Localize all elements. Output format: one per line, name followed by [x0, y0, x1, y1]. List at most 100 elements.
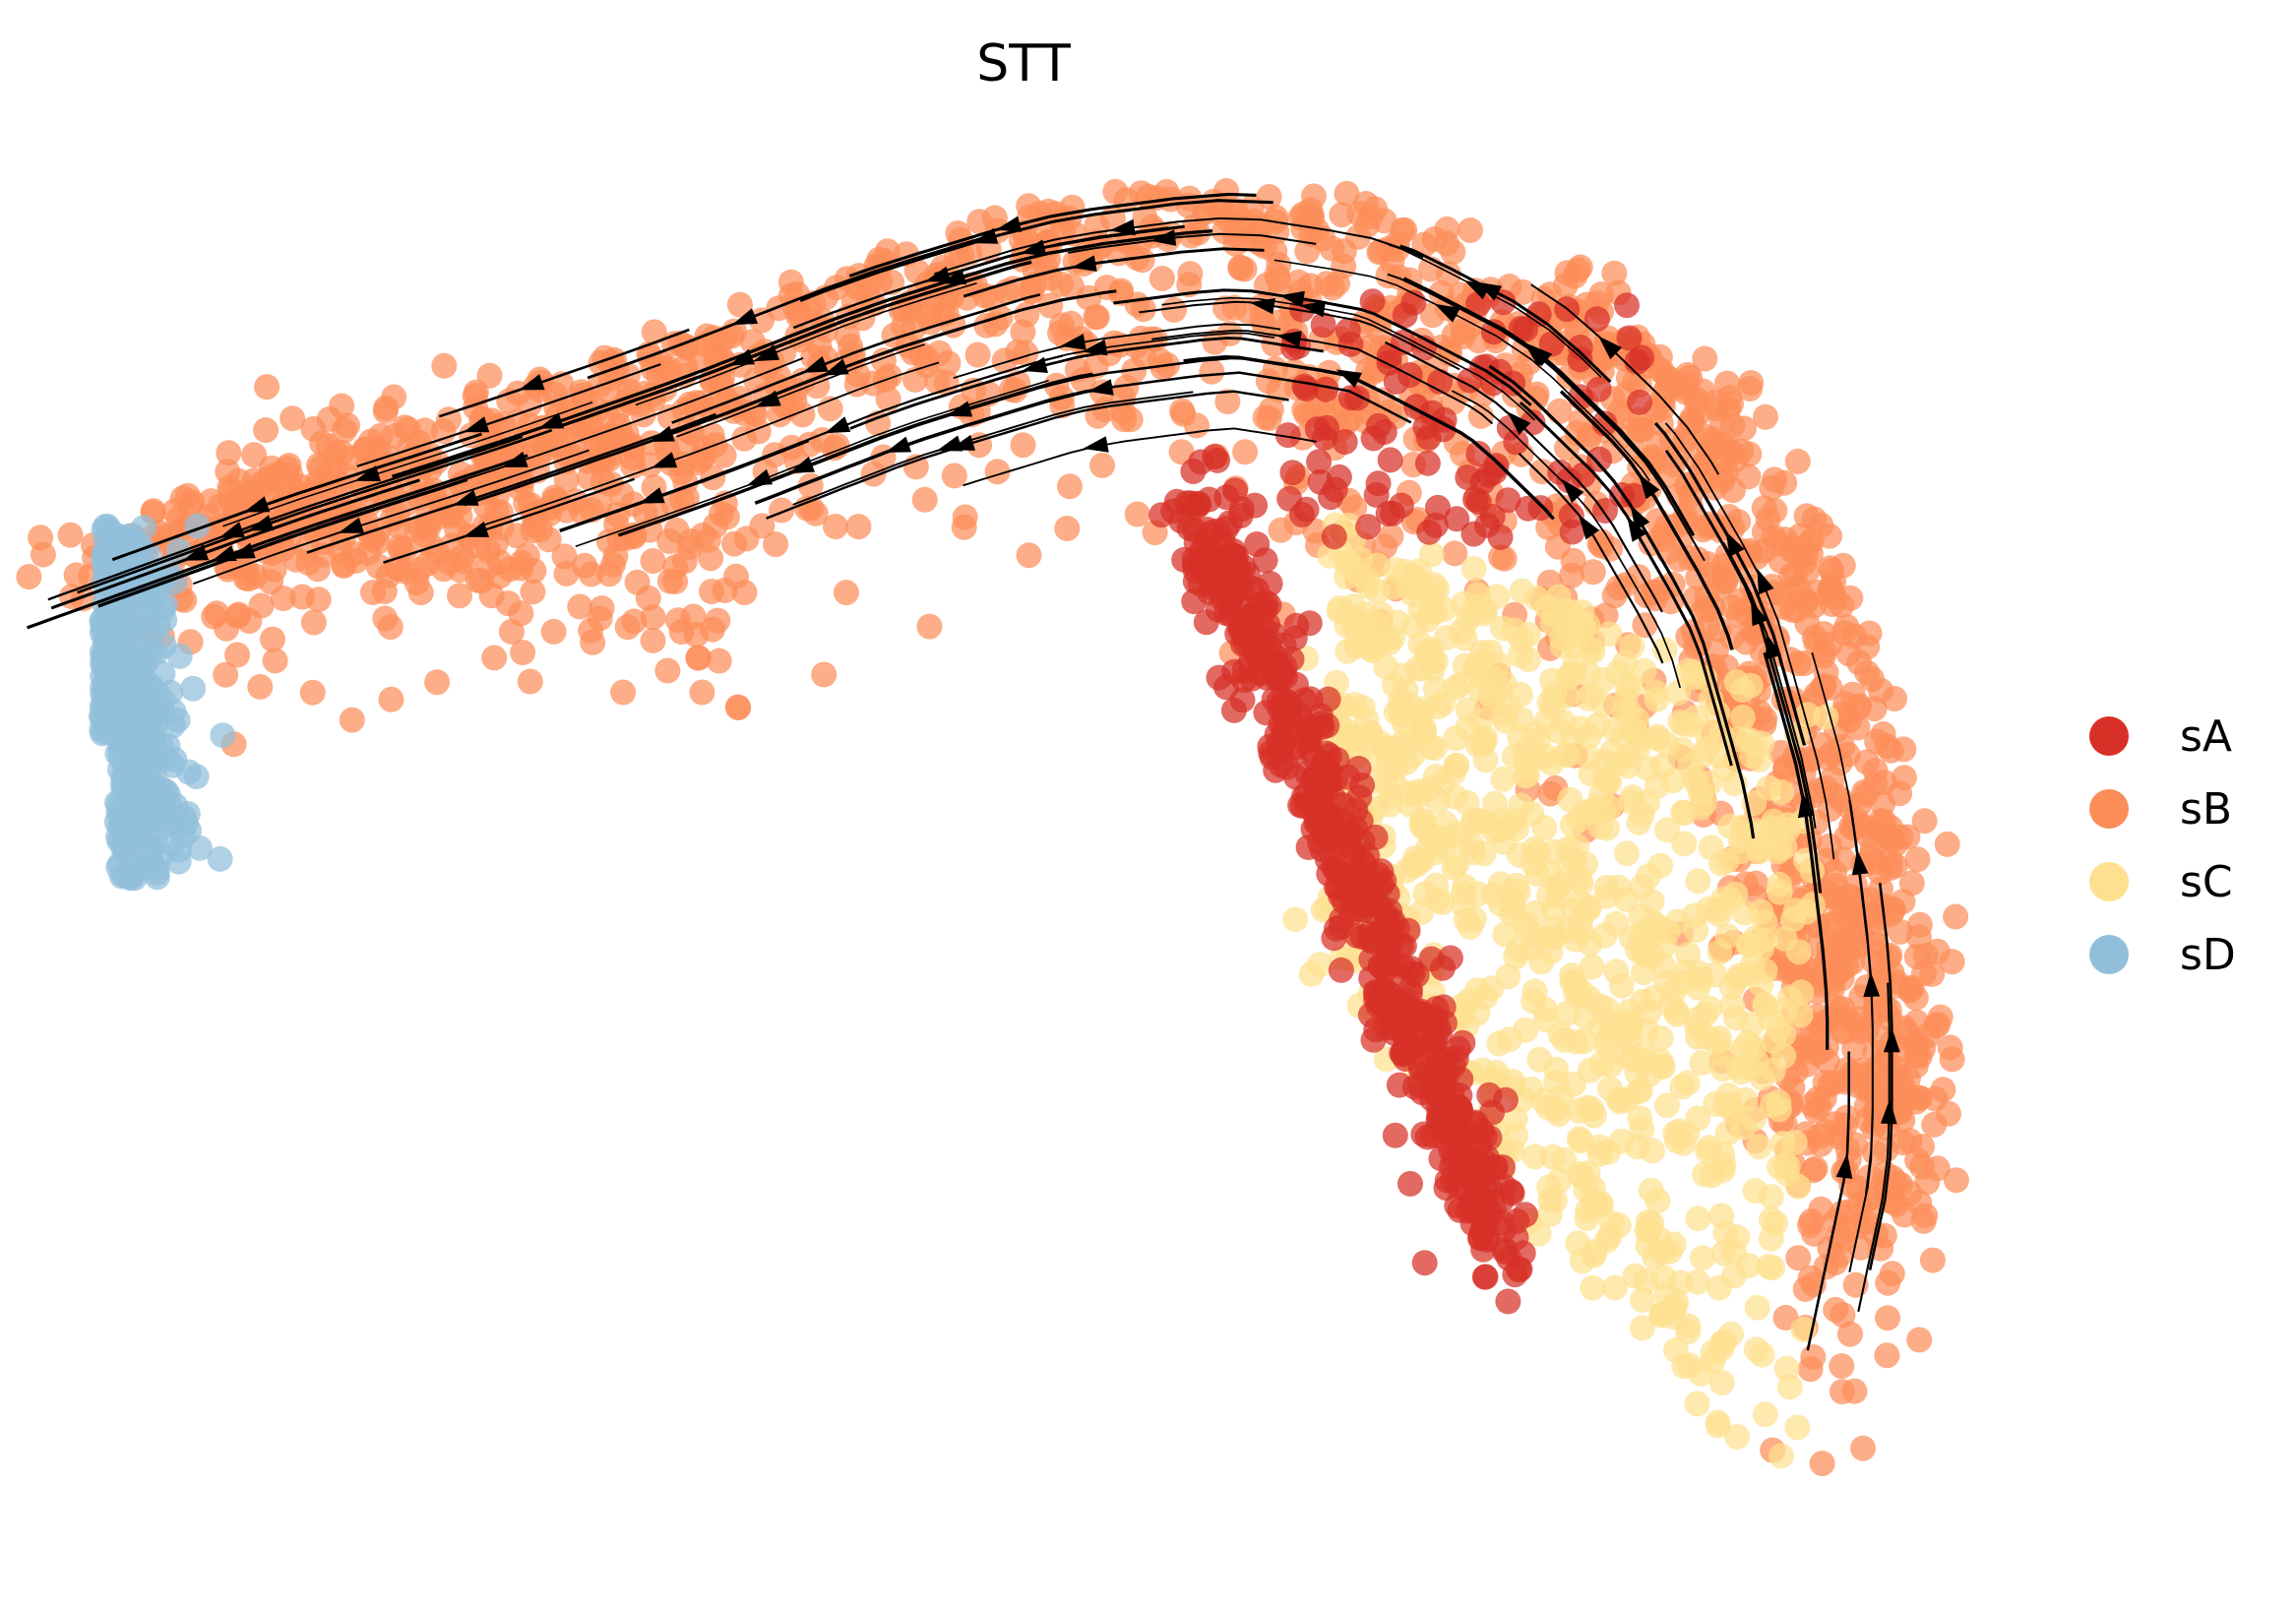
streamline-arrow [502, 451, 528, 467]
point-sC [1495, 963, 1521, 990]
scatter-points [16, 178, 1969, 1477]
point-sC [1580, 639, 1606, 664]
point-sB [594, 377, 621, 403]
point-sC [1749, 730, 1775, 757]
point-sC [1744, 1294, 1770, 1321]
point-sC [1749, 1341, 1775, 1368]
point-sA [1515, 495, 1541, 522]
streamline [1151, 329, 1494, 425]
streamline [1385, 340, 1663, 613]
point-sC [1555, 835, 1582, 862]
point-sA [1148, 502, 1175, 528]
point-sC [1575, 896, 1601, 922]
point-sB [1628, 417, 1653, 444]
point-sB [270, 586, 296, 611]
point-sB [1797, 1212, 1823, 1238]
point-sC [1729, 705, 1756, 730]
point-sB [602, 543, 629, 570]
point-sA [1465, 291, 1492, 317]
point-sB [1834, 925, 1861, 952]
streamline-arrow [639, 487, 665, 504]
point-sC [1667, 969, 1694, 996]
streamline [766, 390, 1289, 520]
point-sB [327, 535, 353, 562]
point-sB [718, 323, 745, 349]
point-sB [225, 601, 252, 628]
point-sB [1128, 180, 1154, 207]
point-sC [1728, 838, 1755, 865]
point-sA [1496, 1245, 1522, 1271]
point-sA [1452, 1143, 1478, 1170]
point-sA [1558, 502, 1584, 528]
point-sB [1709, 564, 1736, 589]
point-sB [1862, 1140, 1889, 1166]
point-sA [1331, 860, 1357, 887]
point-sC [1685, 1205, 1711, 1232]
streamline-arrow [1851, 849, 1869, 876]
point-sC [1694, 721, 1720, 748]
point-sA [1217, 601, 1244, 628]
point-sC [1593, 874, 1620, 900]
point-sB [1838, 813, 1865, 839]
point-sB [299, 679, 326, 706]
point-sC [1647, 1025, 1674, 1051]
point-sA [1411, 1250, 1438, 1276]
streamline [50, 478, 421, 610]
point-sD [153, 801, 179, 828]
point-sA [1321, 524, 1347, 550]
point-sC [1568, 918, 1594, 945]
streamline [754, 385, 1113, 505]
point-sB [1252, 404, 1278, 431]
point-sC [1566, 1126, 1592, 1152]
point-sC [1746, 1134, 1772, 1160]
point-sC [1433, 625, 1459, 650]
point-sC [1419, 655, 1446, 682]
point-sB [289, 584, 316, 610]
streamline [306, 412, 716, 554]
point-sB [1872, 1084, 1898, 1111]
point-sB [833, 580, 859, 606]
streamline-arrow [1751, 599, 1769, 627]
point-sA [1303, 762, 1330, 788]
streamline-arrow [354, 465, 381, 482]
point-sC [1524, 746, 1551, 772]
point-sC [1756, 774, 1782, 801]
point-sB [725, 695, 752, 721]
point-sC [1799, 892, 1826, 918]
point-sB [407, 513, 434, 539]
point-sB [1752, 706, 1778, 732]
point-sB [911, 486, 938, 513]
streamline-arrow [1725, 530, 1745, 557]
point-sC [1769, 1130, 1796, 1156]
streamline [77, 428, 553, 594]
point-sC [1650, 1265, 1677, 1291]
streamline-arrow [728, 348, 755, 366]
streamline-arrow [463, 416, 490, 433]
point-sA [1194, 517, 1220, 542]
streamline-arrow [824, 416, 851, 434]
streamline-arrow [1278, 290, 1305, 308]
streamline-arrow [519, 374, 545, 391]
point-sB [964, 341, 991, 368]
point-sB [224, 642, 251, 668]
point-sA [1310, 312, 1336, 339]
point-sC [1685, 1268, 1711, 1295]
point-sB [1331, 253, 1357, 279]
point-sC [1749, 1065, 1775, 1091]
point-sB [1830, 1302, 1856, 1329]
point-sB [1057, 473, 1083, 500]
streamline [1451, 390, 1682, 689]
point-sC [1536, 690, 1563, 715]
point-sB [876, 363, 902, 390]
point-sB [1231, 256, 1258, 282]
point-sD [210, 722, 236, 749]
streamline [557, 260, 1032, 429]
point-sB [763, 531, 789, 558]
point-sB [1850, 1435, 1876, 1461]
point-sB [702, 513, 728, 539]
point-sC [1665, 679, 1692, 706]
point-sC [1508, 626, 1534, 652]
point-sB [1830, 996, 1856, 1022]
point-sC [1637, 926, 1662, 953]
point-sB [30, 541, 56, 568]
